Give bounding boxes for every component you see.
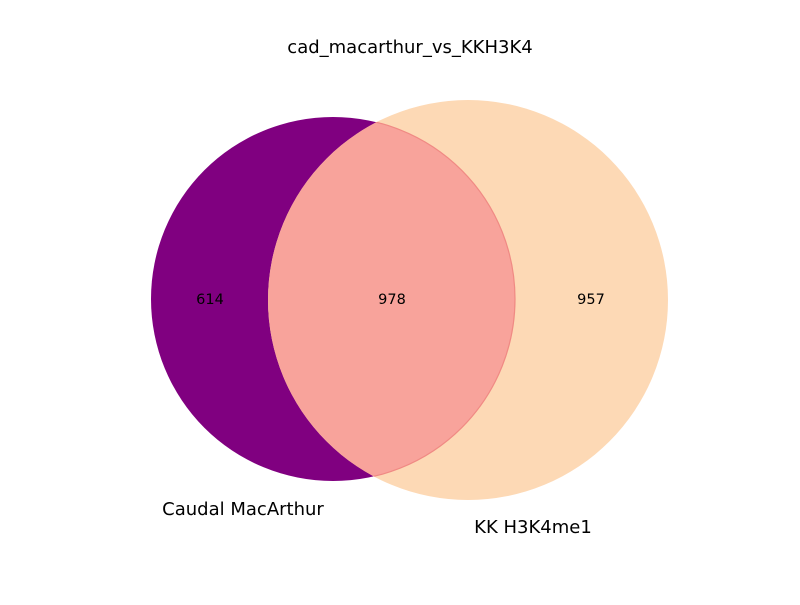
set-a-label: Caudal MacArthur	[162, 499, 324, 520]
set-b-label: KK H3K4me1	[474, 517, 592, 538]
intersection-region	[268, 117, 515, 481]
set-b-only-count: 957	[577, 292, 605, 308]
set-a-only-count: 614	[196, 292, 224, 308]
intersection-count: 978	[378, 292, 406, 308]
chart-title: cad_macarthur_vs_KKH3K4	[287, 37, 532, 58]
